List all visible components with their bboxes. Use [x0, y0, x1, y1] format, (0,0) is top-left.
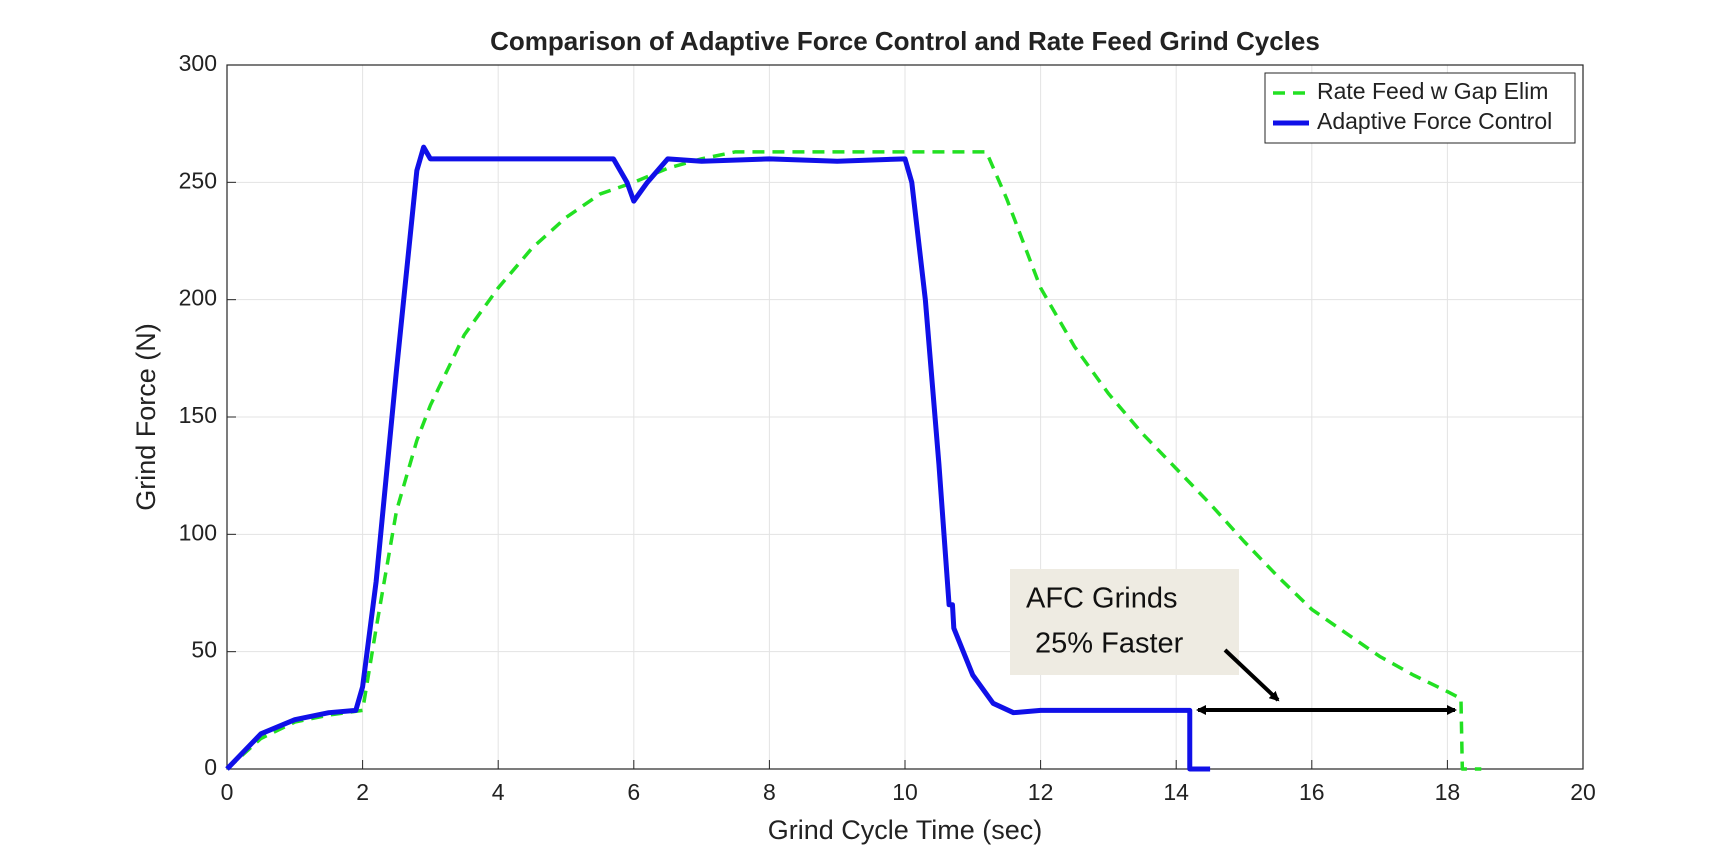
y-axis-label: Grind Force (N): [131, 323, 161, 511]
plot-frame: [226, 64, 1584, 770]
y-tick-label: 0: [204, 754, 217, 780]
annotation-text: 25% Faster: [1035, 628, 1184, 660]
y-tick-label: 200: [179, 285, 217, 311]
x-tick-label: 12: [1028, 779, 1054, 805]
x-tick-label: 20: [1570, 779, 1596, 805]
legend-label: Rate Feed w Gap Elim: [1317, 78, 1548, 104]
x-tick-label: 18: [1435, 779, 1461, 805]
legend-label: Adaptive Force Control: [1317, 108, 1552, 134]
x-tick-label: 6: [627, 779, 640, 805]
x-tick-label: 16: [1299, 779, 1325, 805]
x-tick-label: 2: [356, 779, 369, 805]
chart-title: Comparison of Adaptive Force Control and…: [490, 26, 1320, 56]
y-tick-label: 150: [179, 402, 217, 428]
x-axis-label: Grind Cycle Time (sec): [768, 815, 1043, 845]
annotation-text: AFC Grinds: [1026, 583, 1177, 615]
series-line: [225, 144, 1211, 772]
x-tick-label: 8: [763, 779, 776, 805]
x-tick-label: 14: [1163, 779, 1189, 805]
y-tick-label: 50: [191, 637, 217, 663]
series-line: [225, 150, 1482, 771]
y-tick-label: 250: [179, 167, 217, 193]
x-tick-label: 0: [221, 779, 234, 805]
y-tick-label: 100: [179, 519, 217, 545]
y-tick-label: 300: [179, 50, 217, 76]
annotation-arrow: [1223, 648, 1280, 702]
legend-box: [1264, 72, 1576, 144]
x-tick-label: 10: [892, 779, 918, 805]
annotation-box: [1010, 569, 1239, 675]
x-tick-label: 4: [492, 779, 505, 805]
